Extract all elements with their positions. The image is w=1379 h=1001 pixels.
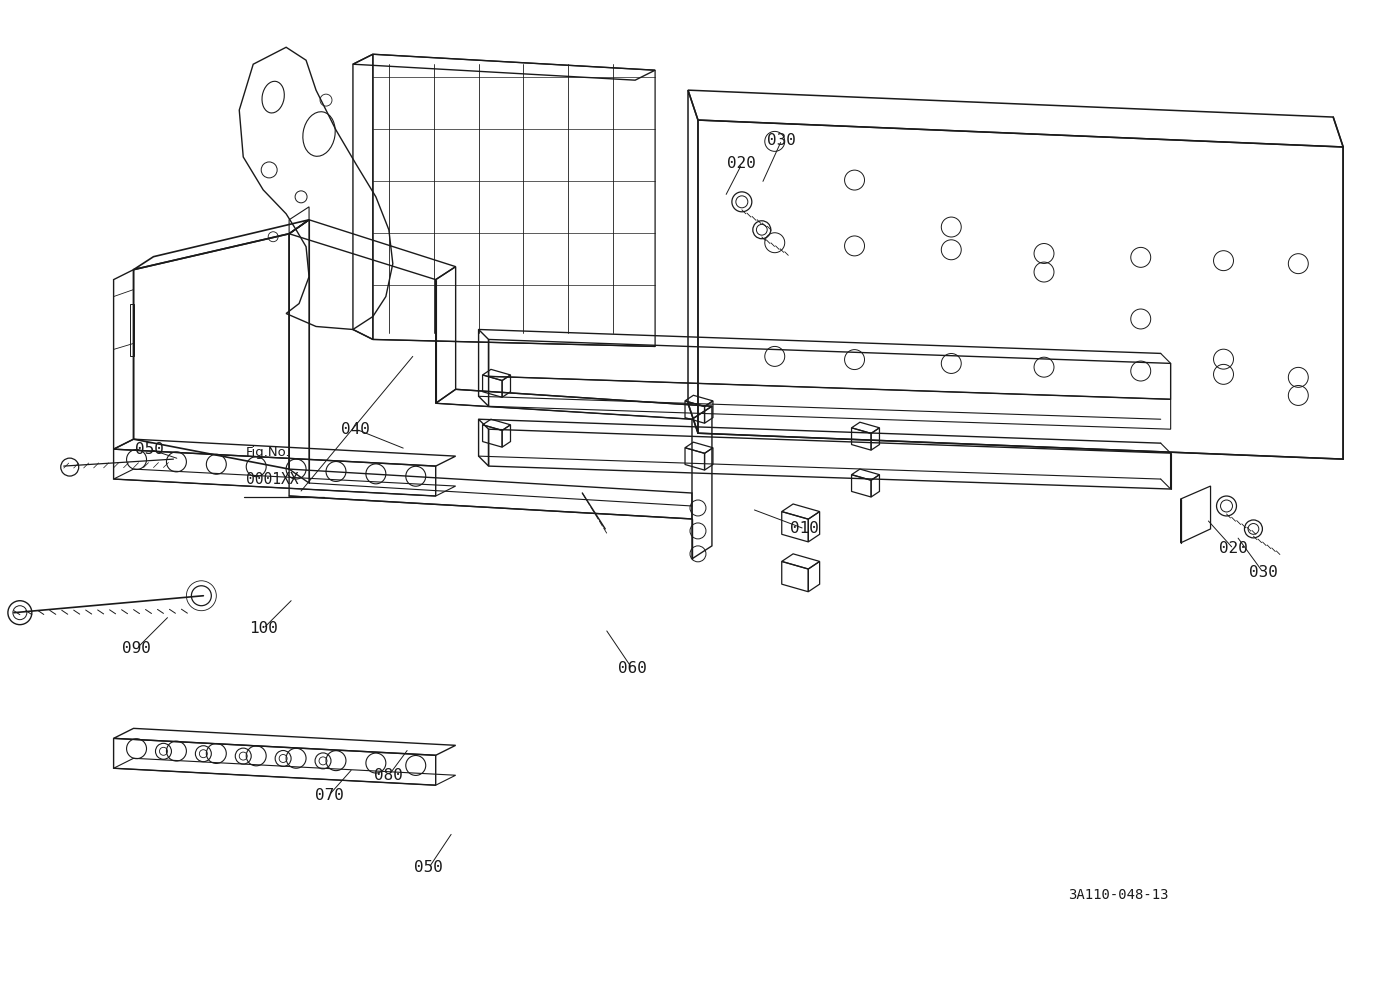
Text: 070: 070 xyxy=(314,788,343,803)
Text: 030: 030 xyxy=(767,132,796,147)
Text: 040: 040 xyxy=(342,421,371,436)
Text: 010: 010 xyxy=(790,522,819,537)
Text: 020: 020 xyxy=(727,156,756,171)
Text: 100: 100 xyxy=(248,622,277,637)
Text: 090: 090 xyxy=(123,641,150,656)
Text: 0001XX: 0001XX xyxy=(247,472,299,487)
Text: Fig.No.: Fig.No. xyxy=(247,446,291,459)
Text: 3A110-048-13: 3A110-048-13 xyxy=(1069,888,1169,902)
Text: 050: 050 xyxy=(414,861,443,876)
Text: 080: 080 xyxy=(375,768,403,783)
Text: 030: 030 xyxy=(1249,566,1278,581)
Text: 020: 020 xyxy=(1219,542,1248,557)
Text: 060: 060 xyxy=(618,661,647,676)
Text: 050: 050 xyxy=(135,441,164,456)
